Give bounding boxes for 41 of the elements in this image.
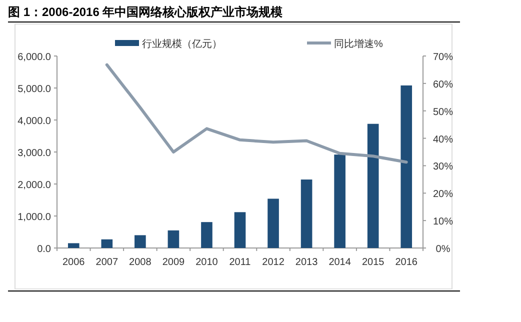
y-tick-label: 1,000.0 (18, 212, 52, 223)
legend-label: 行业规模（亿元） (142, 38, 222, 50)
y2-tick-label: 50% (432, 106, 454, 118)
legend-label: 同比增速% (334, 38, 383, 50)
bar (334, 154, 346, 248)
x-tick-label: 2012 (262, 257, 285, 268)
bar (168, 230, 180, 248)
y2-tick-label: 20% (432, 189, 454, 200)
line-series (105, 63, 408, 164)
x-tick-label: 2013 (295, 257, 318, 268)
bar (201, 222, 212, 248)
x-tick-label: 2006 (62, 257, 86, 268)
bar (367, 124, 379, 248)
y2-tick-label: 60% (432, 79, 454, 90)
x-tick-label: 2016 (395, 257, 418, 268)
y2-tick-label: 30% (432, 162, 454, 173)
y-tick-label: 4,000.0 (18, 116, 52, 127)
y-tick-label: 3,000.0 (18, 148, 52, 159)
x-tick-label: 2008 (129, 257, 152, 268)
bar (300, 180, 312, 248)
y-tick-label: 2,000.0 (18, 180, 52, 191)
y-tick-label: 0.0 (37, 244, 52, 255)
bar (134, 235, 146, 248)
x-tick-label: 2015 (362, 257, 385, 268)
bar (234, 212, 246, 248)
bar (68, 243, 80, 248)
x-tick-label: 2009 (162, 257, 186, 268)
x-tick-label: 2014 (328, 257, 352, 268)
y2-tick-label: 0% (436, 244, 450, 255)
y2-tick-label: 10% (432, 216, 454, 228)
x-tick-label: 2007 (96, 257, 118, 268)
bar (101, 239, 113, 248)
y2-tick-label: 70% (432, 52, 454, 63)
y-tick-label: 5,000.0 (18, 84, 52, 95)
bar (268, 198, 279, 248)
chart-title: 图 1：2006-2016 年中国网络核心版权产业市场规模 (8, 5, 283, 19)
x-tick-label: 2010 (196, 257, 218, 268)
y-tick-label: 6,000.0 (18, 52, 52, 63)
y2-tick-label: 40% (432, 134, 454, 146)
bar (400, 85, 412, 248)
x-tick-label: 2011 (229, 257, 252, 268)
